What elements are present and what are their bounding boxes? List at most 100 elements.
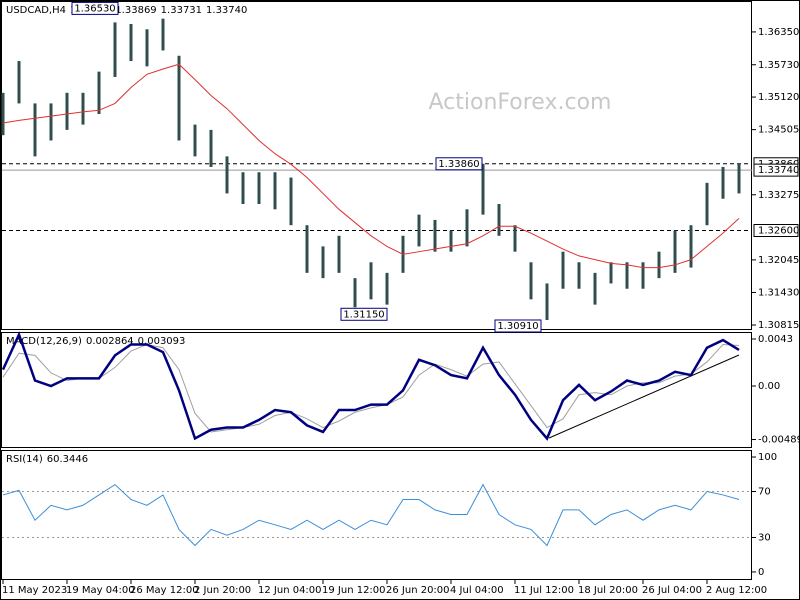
price-bar	[353, 278, 357, 308]
price-bar	[385, 272, 389, 305]
price-bar	[657, 251, 661, 279]
header-value: 1.33731	[161, 5, 202, 16]
annotation-label: 1.31150	[343, 309, 384, 320]
level-label-box	[753, 163, 799, 177]
price-bar	[433, 219, 437, 252]
level-label-box	[753, 224, 799, 238]
y-tick-label: 1.36350	[758, 27, 799, 38]
y-tick-label: 0.00	[758, 381, 780, 392]
y-tick-label: -0.004895	[758, 435, 800, 446]
x-tick-label: 19 Jun 12:00	[322, 585, 386, 596]
price-bar	[65, 92, 69, 130]
price-bar	[609, 262, 613, 284]
x-tick-label: 2 Aug 12:00	[706, 585, 767, 596]
x-tick-label: 18 Jul 20:00	[578, 585, 638, 596]
y-tick-label: 30	[758, 532, 771, 543]
annotation-label: 1.30910	[497, 321, 538, 332]
price-bar	[497, 204, 501, 236]
y-tick-label: 1.31430	[758, 287, 799, 298]
y-tick-label: 1.34505	[758, 125, 799, 136]
price-bar	[513, 225, 517, 252]
y-tick-label: 100	[758, 452, 777, 463]
price-bar	[241, 172, 245, 205]
x-tick-label: 26 May 12:00	[130, 585, 199, 596]
panel-header: RSI(14) 60.3446	[6, 454, 88, 465]
annotation-box	[340, 307, 388, 321]
price-bar	[49, 103, 53, 141]
price-bar	[289, 177, 293, 226]
line	[2, 483, 740, 547]
price-bar	[641, 262, 645, 289]
price-bar	[97, 71, 101, 115]
price-bar	[1, 92, 5, 136]
price-bar	[689, 225, 693, 268]
price-bar	[417, 214, 421, 247]
x-tick-label: 26 Jul 04:00	[642, 585, 702, 596]
price-bar	[737, 163, 741, 194]
price-bar	[193, 124, 197, 157]
price-bar	[673, 230, 677, 273]
x-tick-label: 2 Jun 20:00	[194, 585, 251, 596]
annotation-label: 1.36530	[74, 3, 115, 14]
y-tick-label: 1.35120	[758, 92, 799, 103]
price-bar	[305, 225, 309, 273]
price-panel	[1, 1, 752, 330]
header-value: 1.33740	[206, 5, 247, 16]
x-tick-label: 12 Jun 04:00	[258, 585, 322, 596]
price-bar	[369, 262, 373, 300]
price-bar	[257, 172, 261, 205]
header-value: 60.3446	[47, 454, 88, 465]
x-tick-label: 11 Jul 12:00	[514, 585, 574, 596]
price-bar	[113, 22, 117, 77]
annotation-box	[494, 319, 542, 333]
price-bar	[129, 23, 133, 62]
x-tick-label: 26 Jun 20:00	[386, 585, 450, 596]
price-bar	[321, 246, 325, 279]
price-bar	[481, 163, 485, 215]
panel-title: MACD(12,26,9)	[6, 336, 82, 347]
price-bar	[705, 182, 709, 226]
x-tick-label: 19 May 04:00	[66, 585, 135, 596]
price-bar	[225, 156, 229, 194]
price-bar	[209, 129, 213, 167]
price-bar	[545, 283, 549, 320]
price-bar	[337, 235, 341, 273]
price-bar	[177, 55, 181, 141]
annotation-label: 1.33860	[438, 159, 479, 170]
line	[2, 343, 740, 433]
price-bar	[721, 166, 725, 199]
annotation-box	[71, 1, 119, 15]
header-value: 0.003093	[138, 336, 186, 347]
trend-line	[548, 354, 740, 439]
price-bar	[465, 209, 469, 247]
line	[2, 63, 740, 269]
price-bar	[17, 61, 21, 104]
annotation-box	[435, 157, 483, 171]
level-label: 1.33740	[758, 165, 799, 176]
price-bar	[33, 103, 37, 157]
x-tick-label: 11 May 2023	[2, 585, 67, 596]
y-tick-label: 1.30815	[758, 320, 799, 331]
watermark: ActionForex.com	[429, 90, 612, 115]
price-bar	[273, 172, 277, 210]
price-bar	[625, 262, 629, 289]
price-bar	[561, 251, 565, 289]
panel-title: USDCAD,H4	[6, 5, 66, 16]
y-tick-label: 1.33275	[758, 190, 799, 201]
y-tick-label: 0	[758, 567, 764, 578]
macd-panel	[1, 332, 752, 448]
panel-header: MACD(12,26,9) 0.002864 0.003093	[6, 336, 185, 347]
panel-title: RSI(14)	[6, 454, 43, 465]
price-bar	[577, 262, 581, 289]
header-value: 1.33869	[115, 5, 156, 16]
y-tick-label: 0.0043	[758, 334, 793, 345]
price-bar	[81, 92, 85, 125]
x-tick-label: 4 Jul 04:00	[450, 585, 504, 596]
price-bar	[529, 262, 533, 300]
y-tick-label: 1.32045	[758, 255, 799, 266]
level-label: 1.32600	[758, 226, 799, 237]
price-bar	[145, 29, 149, 67]
